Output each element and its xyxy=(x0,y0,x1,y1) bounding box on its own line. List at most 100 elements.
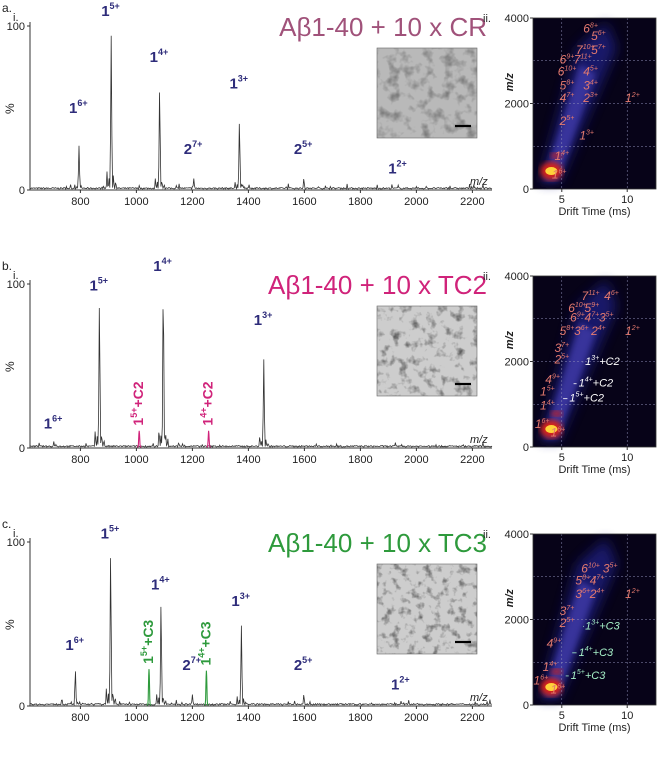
peak-label-5: 25+ xyxy=(294,139,313,158)
mobility-label-3: 57+ xyxy=(591,43,606,57)
ligand-peak-label-1: 14++C3 xyxy=(196,621,213,665)
y-tick-label-0: 0 xyxy=(19,443,25,455)
mobility-label-17: 16+ xyxy=(551,425,566,439)
mobility-heatmap: 610+ 35+58+ 47+36+ 24+ 12+37+25+49+14+16+16+… xyxy=(533,534,656,705)
y-tick-label-1: 100 xyxy=(7,279,25,291)
peak-label-2: 14+ xyxy=(153,256,172,275)
ligand-peak-label-0: 15++C3 xyxy=(139,620,156,664)
mobility-label-5: 47+ xyxy=(585,310,600,324)
mobility-y-tick-label-1: 2000 xyxy=(505,99,529,111)
mobility-label-2: 610+ xyxy=(568,301,587,315)
peak-label-6: 12+ xyxy=(388,159,407,178)
y-axis-label: % xyxy=(3,619,17,630)
panel-title: Aβ1-40 + 10 x CR xyxy=(279,12,487,42)
heatmap-hotspot-2 xyxy=(550,152,563,159)
mobility-callout-0: 13++C3 xyxy=(585,619,620,632)
mobility-label-1: 35+ xyxy=(603,561,618,575)
x-tick-label-7: 2200 xyxy=(460,712,484,724)
mobility-label-1: 46+ xyxy=(604,289,619,303)
mobility-callout-1: 14++C2 xyxy=(579,377,614,390)
mobility-label-16: 16+ xyxy=(552,167,567,181)
mobility-x-tick-label-0: 5 xyxy=(559,194,565,206)
x-tick-label-4: 1600 xyxy=(292,196,316,208)
tem-micrograph-inset xyxy=(376,563,478,655)
subpanel-label-ii: ii. xyxy=(483,13,491,25)
mobility-label-11: 23+ xyxy=(582,91,598,105)
peak-label-4: 13+ xyxy=(231,591,250,610)
mobility-label-4: 36+ xyxy=(575,587,590,601)
heatmap-hotspot-core xyxy=(545,683,558,692)
mobility-label-7: 37+ xyxy=(560,604,575,618)
x-tick-label-4: 1600 xyxy=(292,454,316,466)
mobility-label-14: 13+ xyxy=(579,128,594,142)
mobility-y-tick-label-2: 4000 xyxy=(505,271,529,283)
mobility-callout-2: 15++C2 xyxy=(569,392,604,405)
x-tick-label-4: 1600 xyxy=(292,712,316,724)
mobility-x-tick-label-1: 10 xyxy=(621,194,633,206)
peak-label-0: 16+ xyxy=(65,635,84,654)
mobility-callout-1: 14++C3 xyxy=(579,646,614,659)
peak-label-4: 13+ xyxy=(229,73,248,92)
mobility-x-tick-label-0: 5 xyxy=(559,710,565,722)
mobility-label-2: 710+ xyxy=(576,43,595,57)
mobility-label-10: 14+ xyxy=(543,660,558,674)
mobility-label-13: 49+ xyxy=(545,373,560,387)
mobility-label-9: 24+ xyxy=(590,324,606,338)
ligand-peak-label-0: 15++C2 xyxy=(129,381,146,425)
ligand-peak-1 xyxy=(206,430,211,448)
ligand-peak-1 xyxy=(204,670,209,706)
subpanel-label-ii: ii. xyxy=(483,529,491,541)
mobility-y-axis-label: m/z xyxy=(504,72,516,91)
heatmap-core xyxy=(543,323,596,439)
ligand-peak-0 xyxy=(137,430,142,448)
mobility-label-11: 37+ xyxy=(554,341,569,355)
panel-title: Aβ1-40 + 10 x TC3 xyxy=(268,528,487,558)
heatmap-hotspot-core xyxy=(545,167,558,176)
x-tick-label-3: 1400 xyxy=(236,196,260,208)
mobility-label-14: 15+ xyxy=(540,385,555,399)
mobility-y-axis-label: m/z xyxy=(504,588,516,607)
subpanel-label-i: i. xyxy=(13,12,19,24)
x-tick-label-1: 1000 xyxy=(124,712,148,724)
y-tick-label-0: 0 xyxy=(19,701,25,713)
mobility-label-9: 49+ xyxy=(547,637,562,651)
x-tick-label-6: 2000 xyxy=(404,196,428,208)
x-tick-label-2: 1200 xyxy=(180,712,204,724)
peak-label-0: 16+ xyxy=(69,98,88,117)
x-tick-label-0: 800 xyxy=(71,454,89,466)
heatmap-hotspot-core xyxy=(545,425,558,434)
mobility-x-axis-label: Drift Time (ms) xyxy=(558,464,630,476)
x-tick-label-2: 1200 xyxy=(180,454,204,466)
mobility-heatmap: 68+56+710+57+ 69+ 711+610+ 45+ 58+ 34+ 47+ 23+ 1… xyxy=(533,18,656,189)
tem-texture xyxy=(377,306,477,396)
mobility-label-8: 36+ xyxy=(574,324,589,338)
ligand-peak-label-1: 14++C2 xyxy=(199,381,216,425)
tem-micrograph-inset xyxy=(376,305,478,397)
x-tick-label-0: 800 xyxy=(71,712,89,724)
x-tick-label-5: 1800 xyxy=(348,454,372,466)
mobility-label-5: 24+ xyxy=(589,587,605,601)
mobility-label-0: 711+ xyxy=(582,289,600,303)
mobility-label-10: 47+ xyxy=(560,91,575,105)
y-tick-label-1: 100 xyxy=(7,537,25,549)
subpanel-label-ii: ii. xyxy=(483,271,491,283)
panel-letter: a. xyxy=(2,1,12,15)
x-axis-label: m/z xyxy=(470,176,488,188)
mobility-label-12: 16+ xyxy=(551,682,566,696)
y-tick-label-1: 100 xyxy=(7,21,25,33)
mobility-x-tick-label-0: 5 xyxy=(559,452,565,464)
x-tick-label-3: 1400 xyxy=(236,712,260,724)
mobility-x-tick-label-1: 10 xyxy=(621,710,633,722)
peak-label-3: 13+ xyxy=(254,310,273,329)
mobility-label-8: 58+ xyxy=(560,78,575,92)
mobility-label-12: 25+ xyxy=(553,353,569,367)
peak-label-1: 15+ xyxy=(101,1,120,20)
mobility-label-15: 14+ xyxy=(540,398,555,412)
mass-spectrum-trace xyxy=(29,35,493,191)
x-tick-label-7: 2200 xyxy=(460,196,484,208)
peak-label-5: 25+ xyxy=(294,655,313,674)
x-tick-label-1: 1000 xyxy=(124,454,148,466)
mobility-label-0: 68+ xyxy=(583,22,598,36)
